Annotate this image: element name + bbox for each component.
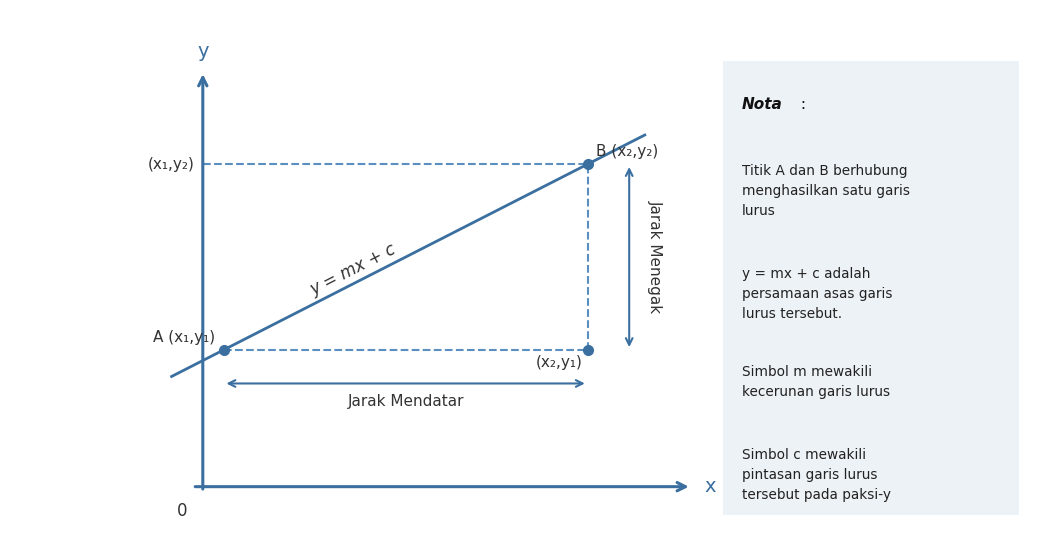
Text: Simbol c mewakili
pintasan garis lurus
tersebut pada paksi-y: Simbol c mewakili pintasan garis lurus t… [742, 448, 890, 502]
Text: x: x [704, 477, 716, 496]
Text: 0: 0 [177, 502, 187, 520]
Text: y: y [197, 42, 209, 61]
Text: :: : [796, 97, 806, 112]
Text: y = mx + c: y = mx + c [308, 241, 399, 299]
Text: (x₁,y₂): (x₁,y₂) [148, 157, 194, 171]
Text: Nota: Nota [742, 97, 782, 112]
Text: (x₂,y₁): (x₂,y₁) [536, 355, 582, 370]
Text: Jarak Mendatar: Jarak Mendatar [347, 394, 464, 409]
Text: A (x₁,y₁): A (x₁,y₁) [153, 330, 215, 345]
Text: Titik A dan B berhubung
menghasilkan satu garis
lurus: Titik A dan B berhubung menghasilkan sat… [742, 164, 910, 218]
Text: y = mx + c adalah
persamaan asas garis
lurus tersebut.: y = mx + c adalah persamaan asas garis l… [742, 268, 892, 322]
Text: B (x₂,y₂): B (x₂,y₂) [596, 144, 658, 159]
Polygon shape [0, 0, 52, 21]
Text: Jarak Menegak: Jarak Menegak [648, 200, 662, 313]
FancyBboxPatch shape [723, 61, 1019, 515]
Text: Simbol m mewakili
kecerunan garis lurus: Simbol m mewakili kecerunan garis lurus [742, 365, 889, 400]
